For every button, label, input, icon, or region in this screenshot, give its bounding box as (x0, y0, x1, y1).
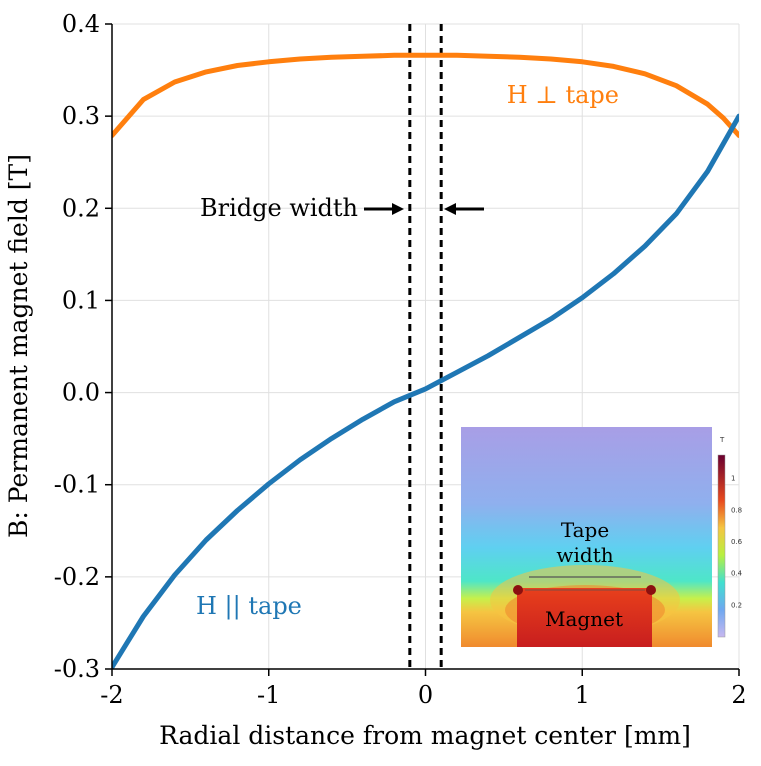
bridge-arrow-left (364, 203, 404, 215)
inset-tape-label-2: width (556, 543, 613, 567)
label-bridge-width: Bridge width (200, 194, 358, 222)
inset-colorbar (717, 454, 726, 638)
x-tick-label: -2 (100, 681, 123, 709)
y-ticks: -0.3 -0.2 -0.1 0.0 0.1 0.2 0.3 0.4 (54, 10, 112, 683)
y-axis-title: B: Permanent magnet field [T] (4, 154, 33, 538)
y-tick-label: -0.1 (54, 471, 100, 499)
y-tick-label: 0.4 (62, 10, 100, 38)
y-tick-label: -0.2 (54, 563, 100, 591)
inset-magnet-label: Magnet (545, 607, 623, 631)
label-h-par: H || tape (196, 592, 302, 621)
y-tick-label: 0.2 (62, 194, 100, 222)
inset-tape-label-1: Tape (561, 518, 609, 542)
colorbar-tick-label: 1 (731, 475, 735, 483)
series-group (112, 52, 739, 669)
y-tick-label: 0.3 (62, 102, 100, 130)
x-tick-label: 2 (731, 681, 746, 709)
x-tick-label: 0 (418, 681, 433, 709)
y-tick-label: 0.0 (62, 379, 100, 407)
colorbar-unit: T (719, 436, 725, 444)
x-ticks: -2 -1 0 1 2 (100, 669, 747, 709)
label-h-perp: H ⊥ tape (507, 81, 619, 109)
colorbar-tick-label: 0.8 (731, 506, 742, 514)
series-line-h-perp (112, 52, 739, 138)
inset-field-map: Tape width Magnet T 1 0.8 0.6 0.4 0.2 (461, 427, 743, 647)
colorbar-tick-label: 0.2 (731, 601, 742, 609)
colorbar-tick-label: 0.6 (731, 538, 743, 546)
bridge-arrow-right (444, 203, 484, 215)
x-tick-label: -1 (257, 681, 280, 709)
colorbar-tick-label: 0.4 (731, 570, 743, 578)
y-tick-label: 0.1 (62, 286, 100, 314)
y-tick-label: -0.3 (54, 655, 100, 683)
inset-magnet (517, 588, 652, 647)
series-line-h-par (112, 113, 739, 669)
x-axis-title: Radial distance from magnet center [mm] (159, 721, 691, 750)
x-tick-label: 1 (575, 681, 590, 709)
